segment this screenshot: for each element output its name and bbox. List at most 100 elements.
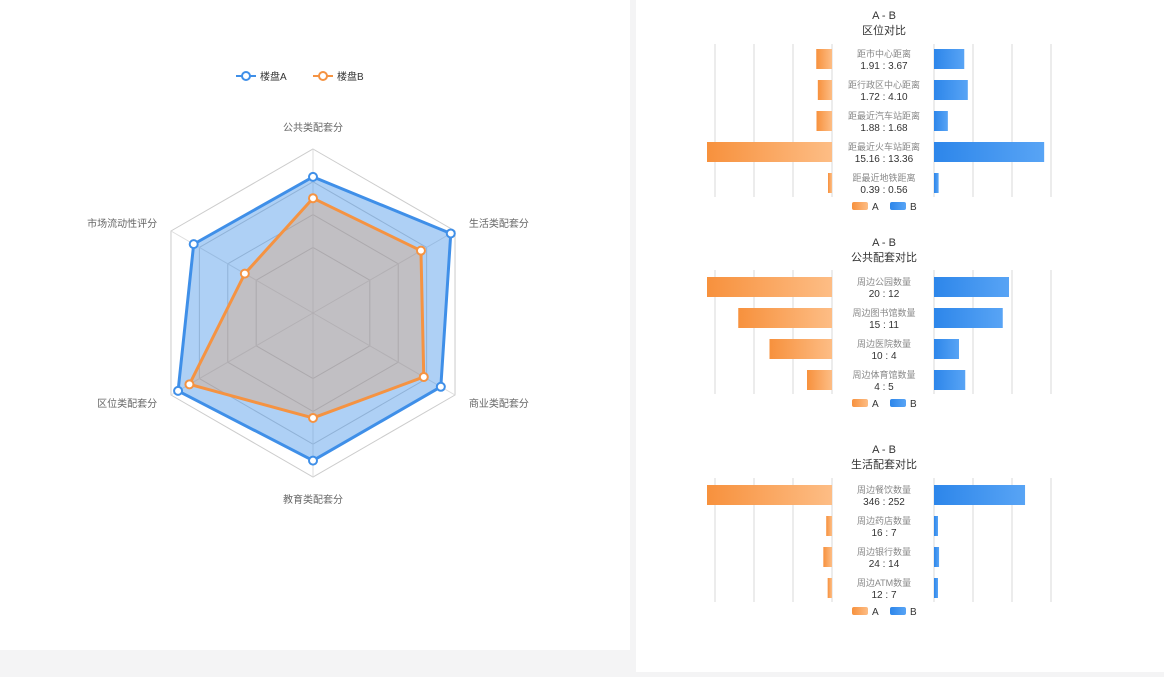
bar-a [769, 339, 832, 359]
legend-swatch-b [890, 399, 906, 407]
bar-a [707, 485, 832, 505]
bar-b [934, 370, 966, 390]
category-label: 距最近汽车站距离 [848, 110, 920, 121]
radar-spoke [312, 230, 456, 314]
radar-axis-label: 市场流动性评分 [87, 217, 157, 230]
bar-a [807, 370, 832, 390]
radar-point [435, 381, 446, 392]
radar-point [239, 268, 250, 279]
category-label: 周边药店数量 [857, 515, 911, 526]
bar-b [934, 173, 939, 193]
value-label: 12 : 7 [871, 590, 896, 601]
radar-point [184, 379, 195, 390]
bar-b [934, 308, 1003, 328]
value-label: 10 : 4 [871, 351, 896, 362]
bar-a [707, 277, 832, 297]
bar-a [738, 308, 832, 328]
legend-marker [241, 71, 251, 81]
radar-point [308, 193, 318, 204]
category-label: 距最近火车站距离 [848, 141, 920, 152]
legend-swatch-a [852, 399, 868, 407]
legend-swatch-a [852, 202, 868, 210]
legend-label-a: A [872, 202, 879, 213]
chart-title: 区位对比 [862, 23, 906, 37]
legend-label-b: B [910, 202, 917, 213]
radar-point [445, 228, 456, 239]
bar-b [934, 80, 968, 100]
value-label: 1.88 : 1.68 [860, 123, 908, 134]
legend-swatch-b [890, 202, 906, 210]
category-label: 距最近地铁距离 [852, 172, 915, 183]
bar-a [707, 142, 832, 162]
category-label: 距行政区中心距离 [848, 79, 920, 90]
bar-b [934, 142, 1045, 162]
category-label: 距市中心距离 [857, 48, 911, 59]
radar-point [173, 385, 184, 396]
legend-label: 楼盘B [337, 70, 364, 83]
radar-point [308, 412, 318, 423]
value-label: 16 : 7 [871, 528, 896, 539]
chart-header: A - B [872, 237, 896, 249]
category-label: 周边ATM数量 [857, 577, 911, 588]
bar-b [934, 339, 959, 359]
category-label: 周边医院数量 [857, 338, 911, 349]
radar-series-a [173, 171, 456, 466]
bar-a [826, 516, 832, 536]
radar-point [308, 171, 318, 182]
chart-header: A - B [872, 444, 896, 456]
legend-item-b: 楼盘B [313, 70, 364, 83]
chart-title: 公共配套对比 [851, 250, 917, 264]
bar-b [934, 49, 965, 69]
bar-a [828, 173, 832, 193]
bar-b [934, 485, 1026, 505]
radar-point [188, 239, 199, 250]
radar-axis-label: 区位类配套分 [97, 397, 157, 410]
bar-a [816, 49, 832, 69]
legend-swatch-b [890, 607, 906, 615]
bar-a [816, 111, 832, 131]
legend-label: 楼盘A [260, 70, 287, 83]
bar-a [827, 578, 832, 598]
value-label: 15.16 : 13.36 [855, 154, 914, 165]
value-label: 346 : 252 [863, 497, 905, 508]
legend-label-b: B [910, 607, 917, 618]
value-label: 1.91 : 3.67 [860, 61, 908, 72]
bar-b [934, 277, 1009, 297]
radar-point [415, 245, 426, 256]
value-label: 24 : 14 [869, 559, 900, 570]
chart-header: A - B [872, 10, 896, 22]
legend-label-a: A [872, 399, 879, 410]
radar-axis-label: 商业类配套分 [469, 397, 529, 410]
comparison-panel: A - B 区位对比 距市中心距离 1.91 : 3.67 距行政区中心距离 1.72 :… [636, 0, 1164, 672]
legend-marker [318, 71, 328, 81]
radar-spoke [312, 312, 456, 396]
radar-series-b [184, 193, 429, 423]
bar-a [817, 80, 832, 100]
bar-b [934, 578, 938, 598]
chart-title: 生活配套对比 [851, 457, 917, 471]
value-label: 0.39 : 0.56 [860, 185, 908, 196]
category-label: 周边公园数量 [857, 276, 911, 287]
radar-spoke [170, 312, 314, 396]
category-label: 周边餐饮数量 [857, 484, 911, 495]
bar-b [934, 547, 940, 567]
legend-swatch-a [852, 607, 868, 615]
bar-a [823, 547, 832, 567]
radar-axis-label: 教育类配套分 [283, 493, 343, 506]
legend-label-a: A [872, 607, 879, 618]
radar-panel: 楼盘A 楼盘B 公共类配套分 生活类配套分 商业类配套分 教育类配套分 区位类配套分 市场流动… [0, 0, 630, 650]
value-label: 15 : 11 [869, 320, 899, 331]
bar-b [934, 516, 938, 536]
legend-label-b: B [910, 399, 917, 410]
category-label: 周边银行数量 [857, 546, 911, 557]
category-label: 周边体育馆数量 [852, 369, 915, 380]
radar-axis-label: 公共类配套分 [283, 121, 343, 134]
radar-point [308, 455, 318, 466]
category-label: 周边图书馆数量 [852, 307, 915, 318]
value-label: 4 : 5 [874, 382, 894, 393]
